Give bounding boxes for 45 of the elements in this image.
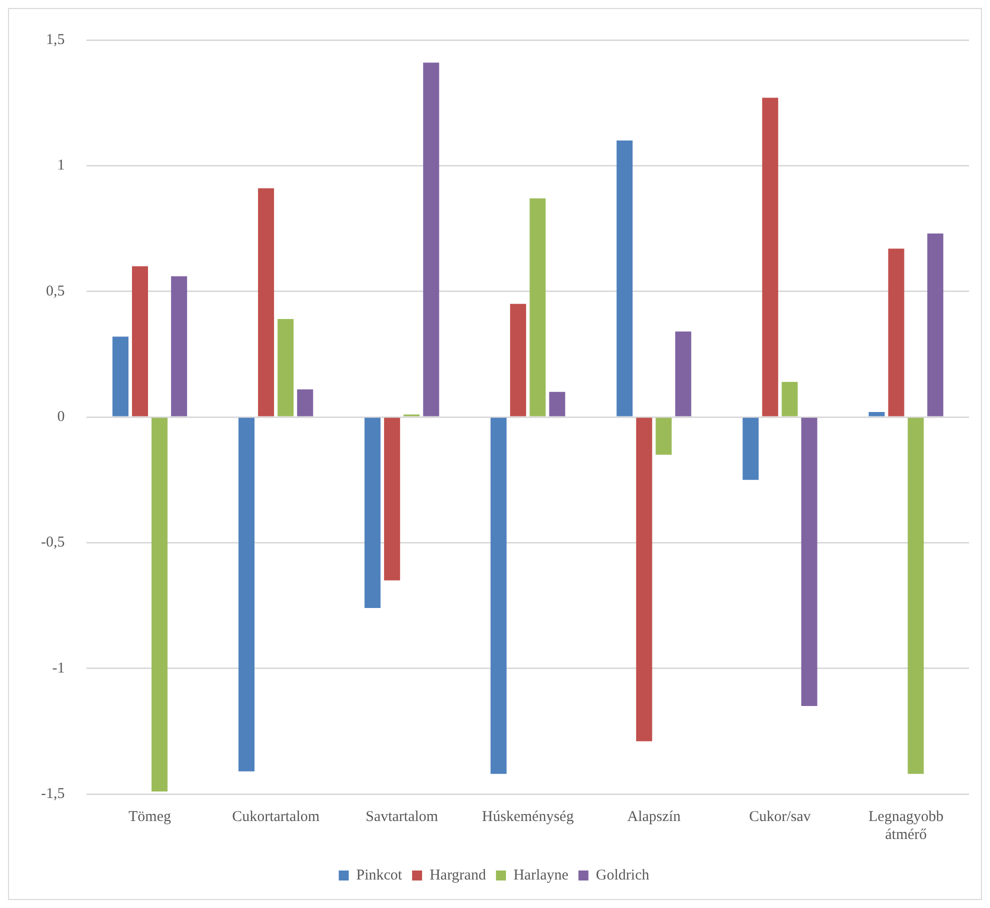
bar xyxy=(782,382,798,416)
bar xyxy=(908,418,924,774)
x-tick-label: Cukor/sav xyxy=(749,808,812,825)
legend-label: Pinkcot xyxy=(356,867,403,884)
y-tick-label: -0,5 xyxy=(40,534,65,551)
bar xyxy=(152,418,168,792)
y-tick-label: -1,5 xyxy=(40,786,65,802)
legend-label: Hargrand xyxy=(430,867,486,884)
bar xyxy=(888,248,904,416)
bar xyxy=(868,412,885,416)
x-tick-label: Cukortartalom xyxy=(232,808,320,825)
bar xyxy=(423,62,440,416)
y-tick-label: 1 xyxy=(57,158,65,174)
bar xyxy=(297,389,314,416)
bar xyxy=(510,304,526,416)
bar xyxy=(364,418,381,608)
x-tick-label: Alapszín xyxy=(627,808,682,825)
bar xyxy=(616,140,633,416)
y-tick-label: 0,5 xyxy=(46,283,65,300)
bar xyxy=(530,198,546,416)
bar xyxy=(656,418,672,455)
bar xyxy=(927,234,944,416)
bar xyxy=(258,188,274,416)
bar xyxy=(490,418,507,774)
legend-label: Goldrich xyxy=(596,867,650,884)
bar xyxy=(801,418,818,706)
bar xyxy=(675,332,692,416)
bar xyxy=(549,392,566,416)
x-tick-label: Húskeménység xyxy=(482,808,574,825)
x-tick-label: Legnagyobb átmérő xyxy=(868,808,944,843)
bar xyxy=(238,418,255,772)
bar xyxy=(762,98,778,416)
bar xyxy=(132,266,148,416)
x-tick-label: Tömeg xyxy=(128,808,172,825)
y-tick-label: 0 xyxy=(57,408,65,425)
bar xyxy=(112,336,128,416)
bar xyxy=(384,418,400,580)
y-tick-label: -1 xyxy=(52,660,65,676)
bar xyxy=(742,418,759,480)
legend-label: Harlayne xyxy=(513,867,569,884)
bar xyxy=(171,276,188,416)
bar xyxy=(278,318,294,416)
x-tick-label: Savtartalom xyxy=(366,808,438,825)
bar xyxy=(636,418,652,742)
y-tick-label: 1,5 xyxy=(46,32,65,48)
